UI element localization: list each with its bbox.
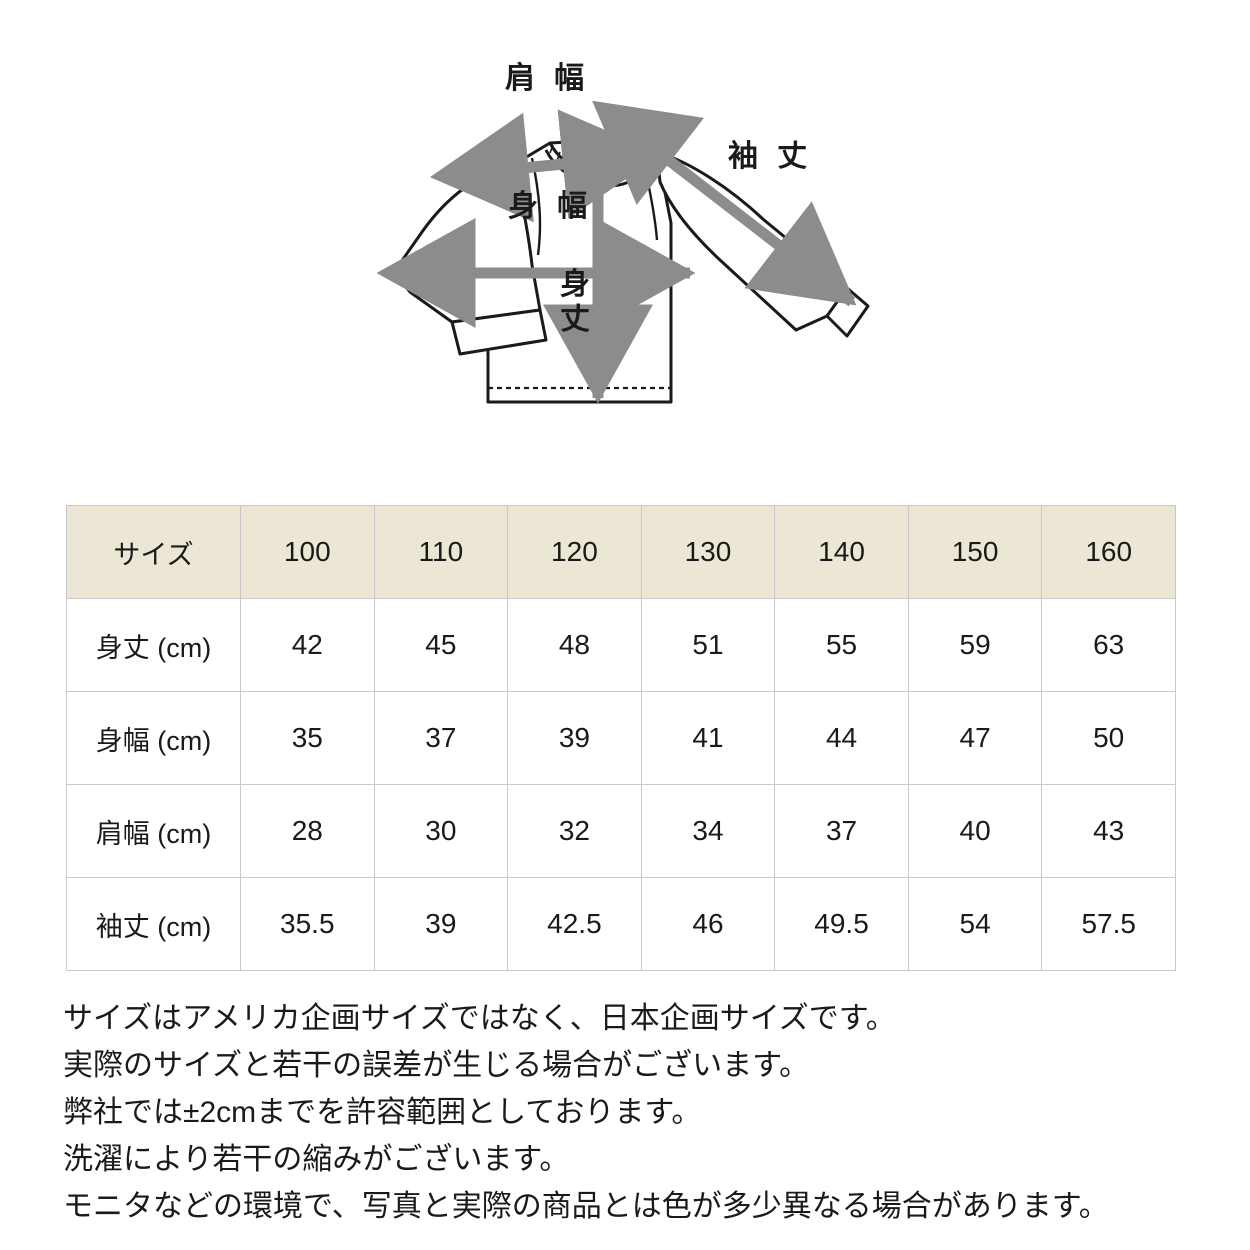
cell-sleeve-length-100: 35.5 bbox=[240, 877, 375, 971]
cell-body-length-140: 55 bbox=[774, 598, 909, 692]
cell-body-width-130: 41 bbox=[640, 691, 776, 785]
cell-body-width-160: 50 bbox=[1041, 691, 1176, 785]
body-length-label: 身 丈 bbox=[558, 268, 592, 337]
table-header-row: サイズ 100 110 120 130 140 150 160 bbox=[66, 505, 1176, 599]
garment-measurement-diagram: 肩 幅 袖 丈 身 幅 身 丈 bbox=[0, 0, 1250, 480]
header-cell-100: 100 bbox=[240, 505, 375, 599]
cell-shoulder-width-150: 40 bbox=[907, 784, 1043, 878]
sleeve-length-arrow bbox=[592, 100, 857, 307]
cell-sleeve-length-150: 54 bbox=[907, 877, 1043, 971]
cell-body-length-100: 42 bbox=[240, 598, 375, 692]
cell-shoulder-width-140: 37 bbox=[774, 784, 909, 878]
cell-body-length-130: 51 bbox=[640, 598, 776, 692]
cell-shoulder-width-110: 30 bbox=[373, 784, 509, 878]
shoulder-width-label: 肩 幅 bbox=[505, 62, 590, 95]
cell-body-width-150: 47 bbox=[907, 691, 1043, 785]
cell-body-length-110: 45 bbox=[373, 598, 509, 692]
sleeve-length-label: 袖 丈 bbox=[728, 140, 813, 173]
header-cell-120: 120 bbox=[507, 505, 642, 599]
cell-body-width-110: 37 bbox=[373, 691, 509, 785]
cell-body-length-120: 48 bbox=[507, 598, 642, 692]
note-line-1: サイズはアメリカ企画サイズではなく、日本企画サイズです。 bbox=[63, 1002, 896, 1035]
cell-sleeve-length-110: 39 bbox=[373, 877, 509, 971]
body-length-label-char-2: 丈 bbox=[560, 302, 590, 336]
note-line-4: 洗濯により若干の縮みがございます。 bbox=[63, 1143, 570, 1176]
row-label-body-length: 身丈 (cm) bbox=[66, 598, 241, 692]
cell-shoulder-width-120: 32 bbox=[507, 784, 642, 878]
table-row: 袖丈 (cm) 35.5 39 42.5 46 49.5 54 57.5 bbox=[66, 877, 1176, 971]
cell-sleeve-length-160: 57.5 bbox=[1041, 877, 1176, 971]
note-line-2: 実際のサイズと若干の誤差が生じる場合がございます。 bbox=[63, 1049, 810, 1082]
body-length-label-char-1: 身 bbox=[560, 268, 590, 301]
cell-body-length-160: 63 bbox=[1041, 598, 1176, 692]
header-cell-110: 110 bbox=[373, 505, 509, 599]
cell-shoulder-width-100: 28 bbox=[240, 784, 375, 878]
cell-sleeve-length-140: 49.5 bbox=[774, 877, 909, 971]
cell-body-width-140: 44 bbox=[774, 691, 909, 785]
cell-shoulder-width-160: 43 bbox=[1041, 784, 1176, 878]
cell-body-width-100: 35 bbox=[240, 691, 375, 785]
size-notes: サイズはアメリカ企画サイズではなく、日本企画サイズです。 実際のサイズと若干の誤… bbox=[63, 995, 1213, 1230]
left-sleeve bbox=[392, 163, 542, 324]
garment-illustration bbox=[376, 100, 870, 404]
header-cell-140: 140 bbox=[774, 505, 909, 599]
table-row: 身丈 (cm) 42 45 48 51 55 59 63 bbox=[66, 598, 1176, 692]
size-chart-table: サイズ 100 110 120 130 140 150 160 身丈 (cm) … bbox=[66, 505, 1176, 971]
cell-sleeve-length-130: 46 bbox=[640, 877, 776, 971]
row-label-sleeve-length: 袖丈 (cm) bbox=[66, 877, 241, 971]
body-width-label: 身 幅 bbox=[508, 190, 593, 223]
header-cell-160: 160 bbox=[1041, 505, 1176, 599]
header-cell-150: 150 bbox=[907, 505, 1043, 599]
table-row: 肩幅 (cm) 28 30 32 34 37 40 43 bbox=[66, 784, 1176, 878]
header-cell-size: サイズ bbox=[66, 505, 241, 599]
header-cell-130: 130 bbox=[640, 505, 776, 599]
cell-body-width-120: 39 bbox=[507, 691, 642, 785]
note-line-3: 弊社では±2cmまでを許容範囲としております。 bbox=[63, 1096, 702, 1129]
cell-shoulder-width-130: 34 bbox=[640, 784, 776, 878]
row-label-body-width: 身幅 (cm) bbox=[66, 691, 241, 785]
row-label-shoulder-width: 肩幅 (cm) bbox=[66, 784, 241, 878]
cell-body-length-150: 59 bbox=[907, 598, 1043, 692]
cell-sleeve-length-120: 42.5 bbox=[507, 877, 642, 971]
table-row: 身幅 (cm) 35 37 39 41 44 47 50 bbox=[66, 691, 1176, 785]
note-line-5: モニタなどの環境で、写真と実際の商品とは色が多少異なる場合があります。 bbox=[63, 1190, 1109, 1223]
size-chart-table-container: サイズ 100 110 120 130 140 150 160 身丈 (cm) … bbox=[66, 505, 1176, 971]
